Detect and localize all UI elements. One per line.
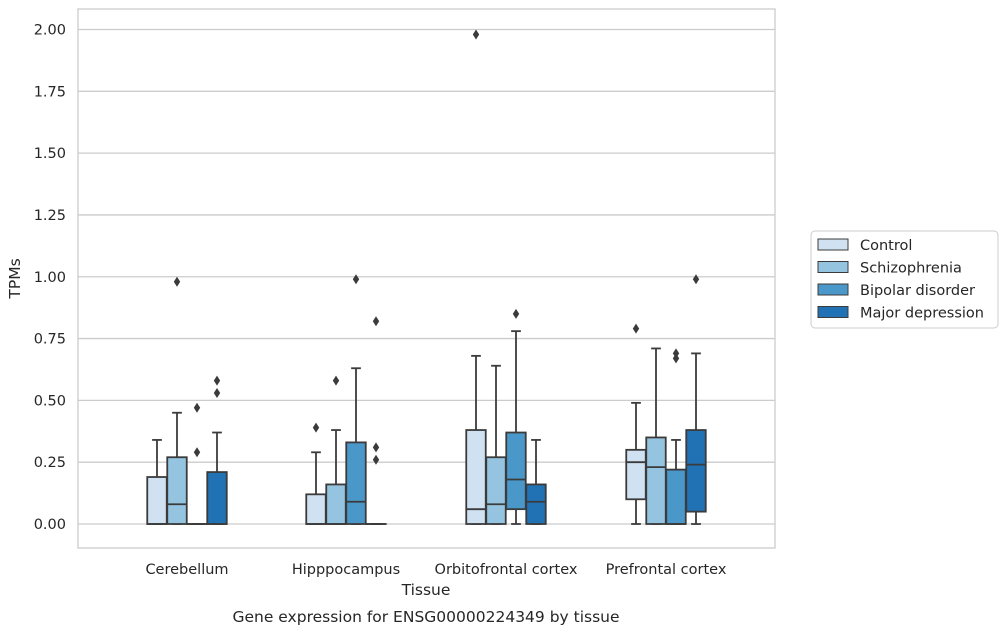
legend-item: Schizophrenia: [817, 261, 962, 277]
outlier-point: [312, 422, 320, 433]
legend-swatch: [817, 261, 849, 273]
outlier-point: [213, 387, 221, 398]
box: [525, 439, 547, 525]
outlier-point: [672, 348, 680, 359]
y-tick-label: 1.75: [34, 84, 66, 100]
outlier-point: [632, 323, 640, 334]
legend-frame: [810, 230, 999, 329]
legend-label: Major depression: [860, 306, 984, 322]
box-body: [206, 471, 228, 525]
outlier-point: [372, 316, 380, 327]
outlier-point: [692, 274, 700, 285]
grid-lines: [78, 28, 775, 525]
x-tick-label: Hipppocampus: [292, 562, 400, 578]
x-tick-label: Prefrontal cortex: [606, 562, 727, 578]
box: [505, 308, 527, 525]
box-body: [485, 456, 507, 525]
box-body: [345, 441, 367, 525]
box: [305, 422, 327, 525]
y-tick-label: 0.25: [34, 455, 66, 471]
box-body: [645, 436, 667, 525]
y-tick-label: 0.50: [34, 393, 66, 409]
box: [645, 347, 667, 525]
x-axis-ticks: Cerebellum Hipppocampus Orbitofrontal cort…: [145, 562, 726, 578]
x-tick-label: Orbitofrontal cortex: [435, 562, 578, 578]
outlier-point: [512, 308, 520, 319]
boxes: [146, 29, 707, 525]
y-tick-label: 1.00: [34, 270, 66, 286]
outlier-point: [332, 375, 340, 386]
box-body: [685, 429, 707, 513]
box: [485, 364, 507, 525]
figure-caption: Gene expression for ENSG00000224349 by t…: [232, 608, 619, 626]
outlier-point: [372, 454, 380, 465]
legend-item: Major depression: [817, 306, 984, 322]
y-tick-label: 0.00: [34, 517, 66, 533]
box: [186, 402, 208, 525]
box: [665, 348, 687, 525]
box: [146, 439, 168, 525]
legend-swatch: [817, 306, 849, 318]
box: [345, 274, 367, 525]
plot-area-frame: [77, 8, 776, 549]
y-tick-label: 1.50: [34, 146, 66, 162]
box-body: [305, 493, 327, 525]
legend-swatch: [817, 283, 849, 296]
y-tick-label: 1.25: [34, 208, 66, 224]
legend-label: Control: [860, 238, 912, 254]
y-axis-ticks: 0.00 0.25 0.50 0.75 1.00 1.25 1.50 1.75 2.00: [34, 23, 66, 534]
box: [166, 276, 188, 525]
x-axis-label: Tissue: [401, 581, 451, 599]
box-body: [525, 483, 547, 525]
legend-label: Bipolar disorder: [860, 283, 975, 299]
legend-swatch: [817, 238, 849, 251]
box-body: [505, 431, 527, 511]
y-tick-label: 0.75: [34, 332, 66, 348]
box-body: [665, 468, 687, 525]
box-body: [625, 448, 647, 501]
box: [465, 29, 487, 525]
x-tick-label: Cerebellum: [145, 562, 228, 578]
outlier-point: [173, 276, 181, 287]
outlier-point: [352, 274, 360, 285]
box: [325, 375, 347, 525]
box-body: [146, 476, 168, 525]
box: [365, 316, 387, 525]
legend-item: Bipolar disorder: [817, 283, 975, 299]
y-axis-label: TPMs: [6, 258, 24, 299]
box-body: [166, 456, 188, 525]
outlier-point: [472, 29, 480, 40]
legend-label: Schizophrenia: [860, 261, 962, 277]
box: [206, 375, 228, 525]
box-body: [325, 483, 347, 525]
legend: Control Schizophrenia Bipolar disorder Majo…: [810, 230, 999, 329]
outlier-point: [213, 375, 221, 386]
outlier-point: [193, 402, 201, 413]
box: [625, 323, 647, 525]
y-tick-label: 2.00: [34, 23, 66, 39]
legend-item: Control: [817, 238, 912, 254]
outlier-point: [193, 447, 201, 458]
outlier-point: [372, 442, 380, 453]
box: [685, 274, 707, 525]
